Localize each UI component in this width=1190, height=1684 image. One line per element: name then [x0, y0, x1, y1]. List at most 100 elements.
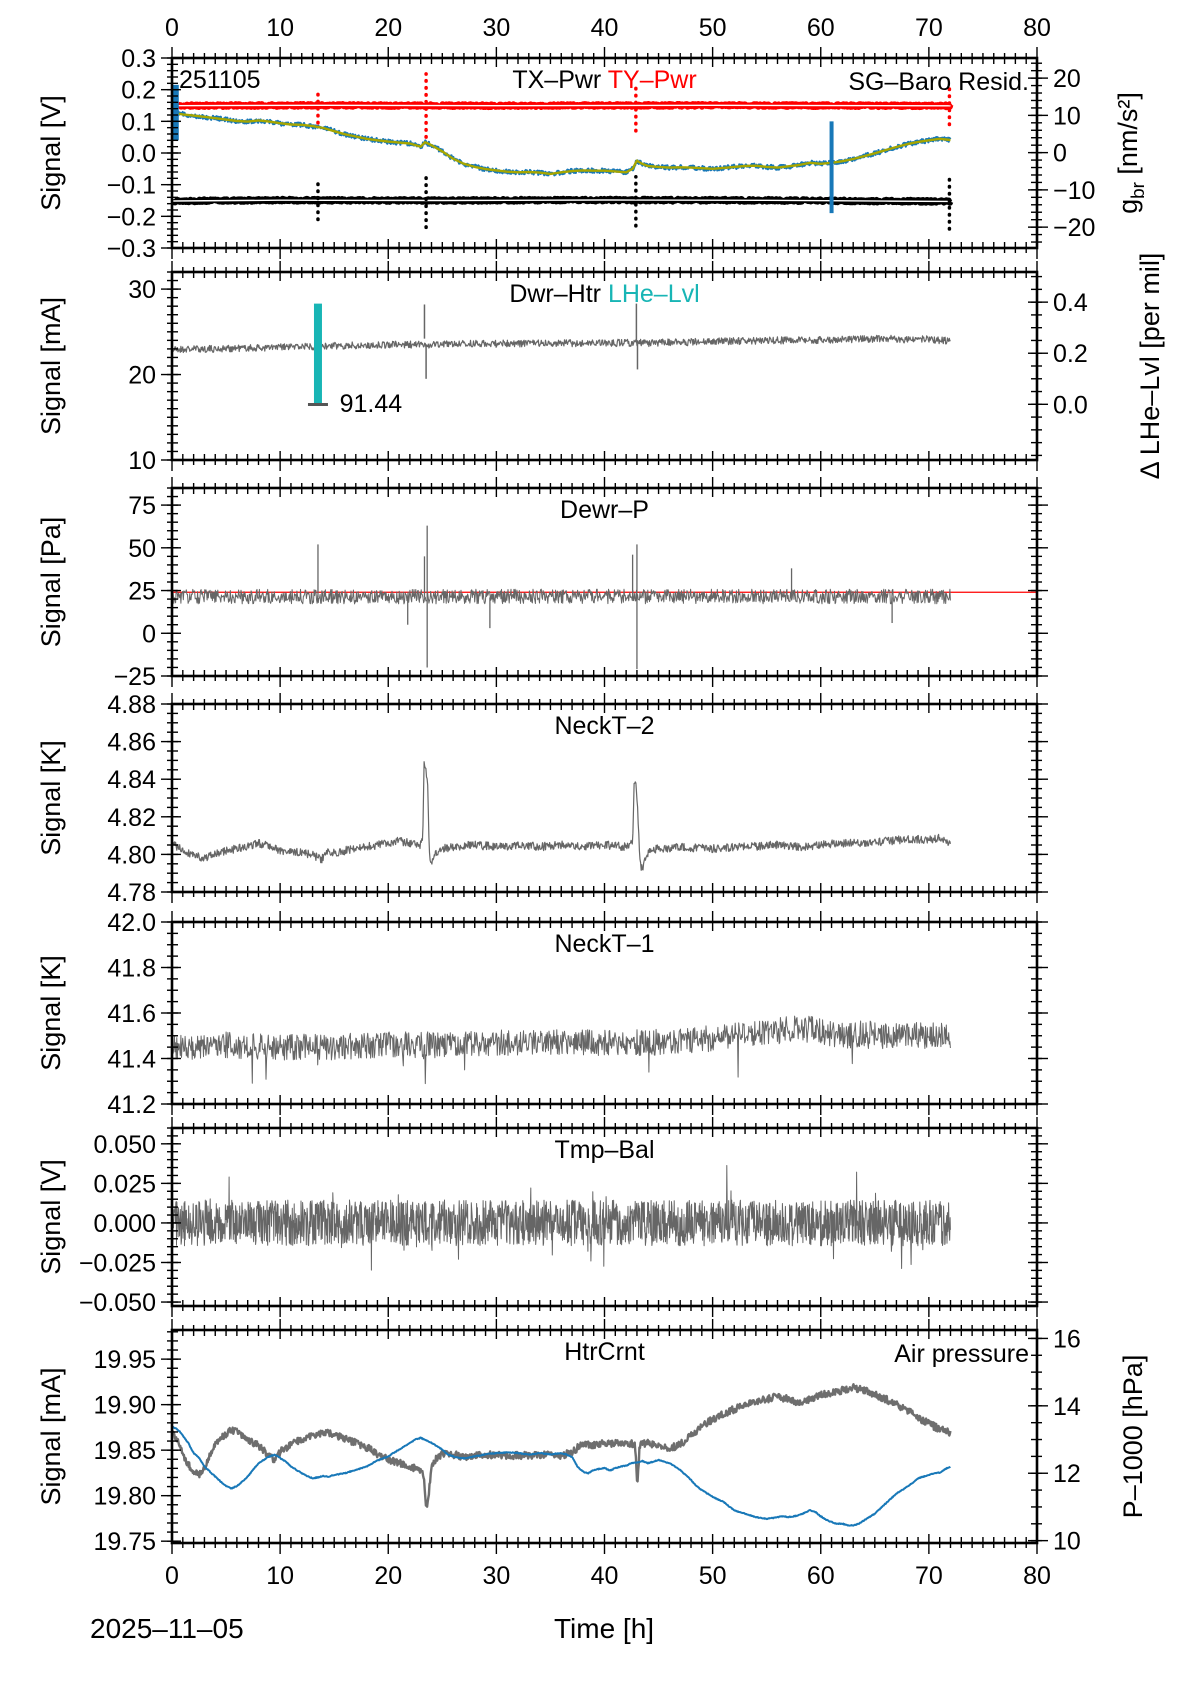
panel-title-tmp-bal: Tmp–Bal	[554, 1136, 654, 1164]
y-tick-label: 0.000	[93, 1210, 156, 1238]
y-tick-label: 4.80	[107, 841, 156, 869]
x-tick-label-bottom: 40	[591, 1562, 619, 1590]
right-y-tick-label: 10	[1053, 102, 1081, 130]
y-tick-label: 19.75	[93, 1528, 156, 1556]
panel-plot-htrcrnt	[172, 1383, 952, 1527]
x-tick-label-top: 0	[165, 14, 179, 42]
y-tick-label: 0.050	[93, 1131, 156, 1159]
right-y-tick-label: 0.0	[1053, 391, 1088, 419]
x-tick-label-top: 40	[591, 14, 619, 42]
x-tick-label-bottom: 10	[266, 1562, 294, 1590]
panel-plot-dewr-p	[172, 525, 1037, 670]
right-y-tick-label: 12	[1053, 1460, 1081, 1488]
right-y-tick-label: 20	[1053, 65, 1081, 93]
y-tick-label: 19.85	[93, 1437, 156, 1465]
series-dewr-p	[172, 588, 951, 605]
panel-ticks-tx-ty-pwr	[161, 47, 1048, 259]
x-tick-label-top: 80	[1023, 14, 1051, 42]
corner-date-label: 251105	[179, 66, 261, 94]
right-y-tick-label: 0.4	[1053, 289, 1088, 317]
y-axis-label-neckt-1: Signal [K]	[36, 955, 66, 1071]
lhe-level-bar	[313, 303, 322, 405]
series-neckt-1	[172, 1015, 951, 1085]
x-tick-label-top: 30	[482, 14, 510, 42]
panel-title-dewr-p: Dewr–P	[560, 496, 649, 524]
y-tick-label: −25	[114, 663, 156, 691]
legend-right-tx-ty-pwr: SG–Baro Resid.	[848, 68, 1029, 96]
y-tick-label: 0.025	[93, 1170, 156, 1198]
panel-plot-tmp-bal	[172, 1165, 951, 1271]
panel-title-dwr-htr: Dwr–Htr LHe–Lvl	[509, 280, 699, 308]
panel-ticks-htrcrnt	[161, 1319, 1048, 1554]
y-tick-label: 19.95	[93, 1346, 156, 1374]
x-tick-label-bottom: 80	[1023, 1562, 1051, 1590]
panel-plot-tx-ty-pwr	[172, 72, 954, 231]
panel-title-neckt-2: NeckT–2	[554, 712, 654, 740]
x-tick-label-bottom: 60	[807, 1562, 835, 1590]
y-axis-label-tx-ty-pwr: Signal [V]	[36, 95, 66, 211]
series-air-pressure	[172, 1425, 951, 1527]
y-tick-label: −0.2	[107, 203, 156, 231]
y-tick-label: 19.80	[93, 1483, 156, 1511]
generated-plot: 0.3 0.2 0.1 0.0 −0.1 −0.2 −0.3 20 10 0 −10 −20 TX–Pw…	[36, 14, 1165, 1590]
y-tick-label: 41.2	[107, 1091, 156, 1119]
x-tick-label-top: 10	[266, 14, 294, 42]
y-tick-label: 25	[128, 578, 156, 606]
y-tick-label: 4.82	[107, 804, 156, 832]
x-tick-label-bottom: 50	[699, 1562, 727, 1590]
x-tick-label-bottom: 30	[482, 1562, 510, 1590]
y-tick-label: 75	[128, 492, 156, 520]
panel-plot-neckt-2	[172, 761, 951, 871]
y-axis-label-neckt-2: Signal [K]	[36, 740, 66, 856]
y-tick-label: 4.84	[107, 766, 156, 794]
y-tick-label: −0.1	[107, 172, 156, 200]
y-tick-label: −0.025	[79, 1249, 156, 1277]
y-tick-label: 19.90	[93, 1392, 156, 1420]
y-tick-label: −0.050	[79, 1289, 156, 1317]
y-tick-label: 0	[142, 620, 156, 648]
x-tick-label-top: 50	[699, 14, 727, 42]
y-tick-label: 0.3	[121, 45, 156, 73]
right-axis-label-dwr-htr: Δ LHe–Lvl [per mil]	[1135, 253, 1165, 480]
x-tick-label-top: 20	[374, 14, 402, 42]
y-tick-label: 30	[128, 276, 156, 304]
y-axis-label-dewr-p: Signal [Pa]	[36, 517, 66, 648]
panel-ticks-dwr-htr	[161, 261, 1048, 471]
right-y-tick-label: −20	[1053, 214, 1095, 242]
panel-ticks-neckt-2	[161, 693, 1048, 903]
right-y-tick-label: 16	[1053, 1325, 1081, 1353]
y-tick-label: 0.2	[121, 77, 156, 105]
right-y-tick-label: 10	[1053, 1528, 1081, 1556]
series-tx-pwr-centerline	[172, 199, 951, 203]
y-tick-label: 50	[128, 535, 156, 563]
panel-ticks-dewr-p	[161, 477, 1048, 687]
panel-ticks-tmp-bal	[161, 1117, 1048, 1317]
series-neckt-2	[172, 761, 951, 871]
y-tick-label: 41.8	[107, 955, 156, 983]
x-tick-label-top: 70	[915, 14, 943, 42]
panel-title-htrcrnt: HtrCrnt	[564, 1338, 645, 1366]
series-sg-baro-resid	[172, 109, 952, 177]
panel-plot-dwr-htr	[172, 303, 951, 406]
panel-plot-neckt-1	[172, 1015, 951, 1085]
right-y-tick-label: 0	[1053, 140, 1067, 168]
right-y-tick-label: 14	[1053, 1393, 1081, 1421]
value-annotation: 91.44	[340, 390, 403, 418]
y-tick-label: 42.0	[107, 909, 156, 937]
x-tick-label-bottom: 20	[374, 1562, 402, 1590]
y-tick-label: 0.0	[121, 140, 156, 168]
panel-title-neckt-1: NeckT–1	[554, 930, 654, 958]
x-tick-label-bottom: 0	[165, 1562, 179, 1590]
y-tick-label: 4.78	[107, 879, 156, 907]
footer-date-label: 2025–11–05	[90, 1613, 244, 1644]
right-axis-label-htrcrnt: P–1000 [hPa]	[1118, 1355, 1148, 1519]
y-tick-label: 41.6	[107, 1000, 156, 1028]
y-axis-label-dwr-htr: Signal [mA]	[36, 297, 66, 435]
y-axis-label-tmp-bal: Signal [V]	[36, 1159, 66, 1275]
legend-right-htrcrnt: Air pressure	[894, 1340, 1029, 1368]
right-axis-label-tx-ty-pwr: gbr [nm/s²]	[1113, 92, 1149, 214]
series-ty-pwr-centerline	[172, 104, 951, 107]
right-y-tick-label: −10	[1053, 177, 1095, 205]
